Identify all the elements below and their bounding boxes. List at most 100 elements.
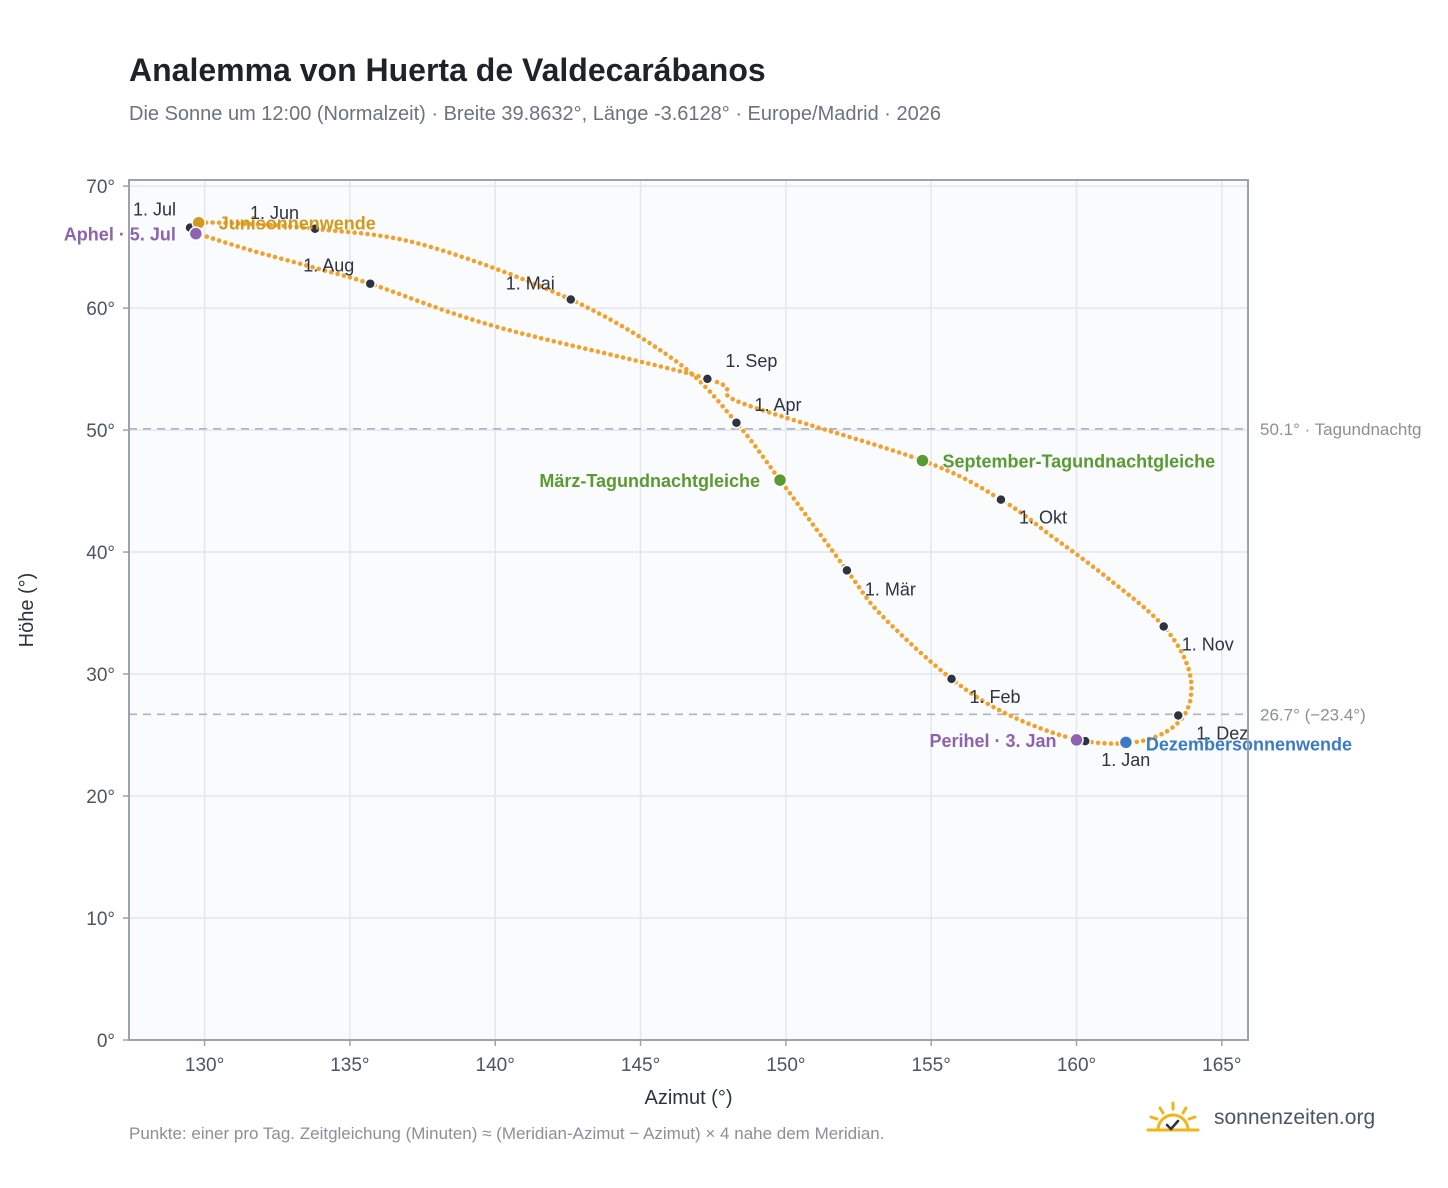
y-tick-label: 60° (86, 299, 115, 320)
day-point (453, 252, 458, 257)
day-point (1050, 730, 1056, 735)
day-point (262, 222, 267, 227)
day-point (841, 432, 846, 438)
day-point (693, 375, 699, 381)
day-point (652, 344, 658, 349)
day-point (749, 438, 754, 444)
site-logo[interactable]: sonnenzeiten.org (1146, 1100, 1375, 1136)
day-point (570, 343, 575, 349)
y-axis-title: Höhe (°) (16, 573, 38, 648)
day-point (1020, 718, 1025, 724)
day-point (878, 444, 883, 449)
day-point (595, 349, 601, 354)
day-point (730, 396, 735, 402)
day-point (684, 367, 689, 372)
day-point (933, 663, 938, 669)
day-point (625, 327, 630, 332)
day-point (753, 444, 758, 449)
day-point (923, 655, 929, 660)
day-point (1038, 525, 1044, 531)
day-point (884, 446, 889, 451)
month-label: 1. Nov (1182, 634, 1234, 654)
event-marker (772, 472, 788, 488)
day-point (810, 423, 815, 429)
y-tick-label: 20° (86, 787, 115, 808)
x-tick-label: 145° (621, 1055, 660, 1076)
day-point (608, 317, 613, 323)
day-point (1189, 686, 1194, 691)
y-tick-label: 10° (86, 909, 115, 930)
day-point (968, 479, 974, 485)
sun-check-icon (1146, 1101, 1200, 1132)
day-point (1075, 552, 1080, 558)
day-point (602, 314, 608, 319)
day-point (415, 298, 420, 304)
day-point (451, 311, 457, 316)
day-point (1043, 529, 1049, 535)
event-marker (1118, 735, 1134, 750)
day-point (390, 289, 396, 295)
day-point (520, 276, 525, 282)
day-point (785, 415, 790, 421)
month-label: 1. Dez (1196, 724, 1248, 744)
day-point (1116, 584, 1121, 589)
event-label: Junisonnenwende (219, 214, 376, 234)
day-point (1121, 588, 1126, 593)
month-marker (730, 417, 743, 429)
day-point (1033, 521, 1039, 527)
day-point (711, 394, 717, 399)
day-point (876, 610, 882, 615)
day-point (639, 359, 645, 365)
y-tick-label: 50° (86, 421, 115, 442)
event-label: September-Tagundnachtgleiche (942, 452, 1215, 472)
month-marker (364, 277, 376, 290)
day-point (297, 261, 303, 267)
day-point (962, 476, 968, 482)
day-point (872, 605, 877, 611)
day-point (720, 404, 725, 409)
day-point (795, 501, 800, 507)
day-point (249, 221, 254, 227)
month-label: 1. Feb (970, 687, 1021, 707)
day-point (1146, 609, 1151, 614)
day-point (316, 266, 322, 272)
day-point (601, 350, 607, 356)
day-point (1012, 506, 1018, 512)
day-point (803, 421, 809, 427)
day-point (384, 234, 390, 240)
y-tick-label: 0° (97, 1031, 115, 1052)
day-point (849, 574, 854, 579)
event-marker (1069, 732, 1084, 748)
day-point (409, 239, 415, 245)
day-point (1134, 739, 1140, 745)
day-point (1095, 740, 1101, 746)
x-tick-label: 160° (1057, 1055, 1096, 1076)
day-point (772, 470, 777, 475)
day-point (1126, 592, 1131, 598)
day-point (853, 436, 859, 442)
day-point (668, 355, 674, 360)
day-point (260, 251, 265, 256)
day-point (1044, 728, 1049, 733)
day-point (583, 346, 588, 352)
day-point (872, 442, 877, 447)
day-point (963, 687, 969, 693)
day-point (294, 224, 299, 230)
day-point (909, 642, 914, 647)
day-point (698, 380, 704, 385)
day-point (896, 450, 902, 455)
day-point (556, 291, 561, 297)
day-point (1115, 741, 1120, 746)
day-point (816, 425, 821, 431)
day-point (532, 334, 538, 340)
day-point (720, 382, 726, 388)
day-point (1175, 721, 1180, 726)
day-point (532, 281, 537, 287)
day-point (833, 553, 839, 559)
day-point (890, 624, 895, 629)
day-point (1140, 738, 1146, 743)
day-point (847, 434, 852, 440)
day-point (859, 438, 865, 444)
month-label: 1. Sep (725, 351, 777, 371)
